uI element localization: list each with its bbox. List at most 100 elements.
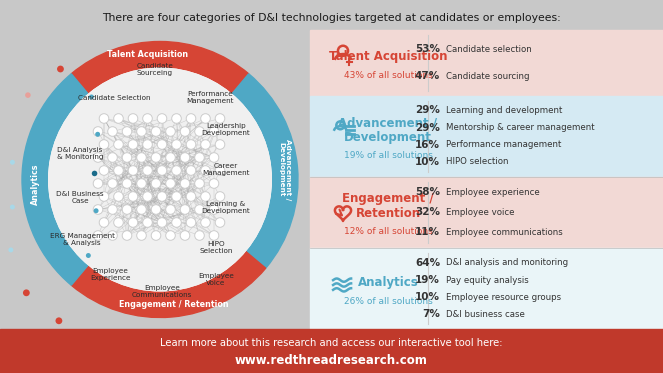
Text: 10%: 10% (415, 157, 440, 167)
Circle shape (201, 114, 210, 123)
Text: Pay equity analysis: Pay equity analysis (446, 276, 529, 285)
Circle shape (157, 140, 167, 149)
Circle shape (172, 192, 181, 201)
Text: 58%: 58% (415, 188, 440, 197)
Circle shape (186, 166, 196, 175)
Circle shape (93, 179, 103, 188)
Circle shape (166, 179, 175, 188)
Text: Talent Acquisition: Talent Acquisition (329, 50, 448, 63)
Text: 43% of all solutions: 43% of all solutions (343, 71, 432, 81)
Circle shape (93, 208, 99, 213)
Circle shape (137, 153, 147, 162)
Circle shape (180, 179, 190, 188)
Text: D&I business case: D&I business case (446, 310, 525, 319)
Text: Employee resource groups: Employee resource groups (446, 293, 561, 302)
Circle shape (157, 218, 167, 227)
Text: Analytics: Analytics (357, 276, 418, 289)
Circle shape (195, 179, 204, 188)
Circle shape (143, 218, 152, 227)
Circle shape (137, 127, 147, 136)
Circle shape (201, 166, 210, 175)
Circle shape (143, 166, 152, 175)
Circle shape (10, 160, 15, 165)
Circle shape (215, 166, 225, 175)
Circle shape (151, 179, 161, 188)
Text: Advancement /
Development: Advancement / Development (278, 139, 291, 200)
Text: Employee experience: Employee experience (446, 188, 540, 197)
Text: 32%: 32% (415, 207, 440, 217)
Circle shape (172, 114, 181, 123)
Circle shape (99, 218, 109, 227)
Circle shape (57, 66, 64, 72)
Circle shape (151, 153, 161, 162)
Text: 26% of all solutions: 26% of all solutions (343, 297, 432, 306)
Circle shape (143, 114, 152, 123)
Text: Employee
Experience: Employee Experience (90, 268, 130, 281)
Circle shape (210, 179, 219, 188)
Circle shape (143, 192, 152, 201)
Text: Candidate selection: Candidate selection (446, 45, 532, 54)
Circle shape (93, 231, 103, 240)
Circle shape (137, 179, 147, 188)
Circle shape (107, 179, 117, 188)
Bar (310, 248, 663, 329)
Text: Performance management: Performance management (446, 140, 562, 149)
Circle shape (107, 231, 117, 240)
Circle shape (180, 205, 190, 214)
Circle shape (93, 205, 103, 214)
Text: Learning &
Development: Learning & Development (202, 201, 251, 214)
Circle shape (195, 127, 204, 136)
Text: Career
Management: Career Management (202, 163, 250, 176)
Wedge shape (232, 74, 298, 268)
Bar (310, 30, 663, 96)
Text: 11%: 11% (415, 227, 440, 237)
Circle shape (99, 192, 109, 201)
Circle shape (107, 127, 117, 136)
Circle shape (172, 218, 181, 227)
Circle shape (215, 192, 225, 201)
Text: Performance
Management: Performance Management (186, 91, 234, 104)
Circle shape (201, 218, 210, 227)
Text: Advancement /
Development: Advancement / Development (339, 116, 438, 144)
Wedge shape (72, 41, 249, 94)
Circle shape (9, 247, 13, 253)
Text: 64%: 64% (415, 258, 440, 268)
Circle shape (48, 68, 272, 292)
Text: 29%: 29% (415, 105, 440, 115)
Circle shape (157, 166, 167, 175)
Circle shape (128, 166, 138, 175)
Circle shape (86, 288, 91, 294)
Text: 29%: 29% (415, 123, 440, 132)
Circle shape (113, 114, 123, 123)
Text: 53%: 53% (415, 44, 440, 54)
Circle shape (107, 153, 117, 162)
Circle shape (186, 140, 196, 149)
Circle shape (195, 153, 204, 162)
Circle shape (151, 127, 161, 136)
Circle shape (113, 192, 123, 201)
Circle shape (210, 153, 219, 162)
Circle shape (151, 231, 161, 240)
Circle shape (210, 205, 219, 214)
Circle shape (122, 127, 132, 136)
Circle shape (128, 140, 138, 149)
Text: D&I Analysis
& Monitoring: D&I Analysis & Monitoring (57, 147, 103, 160)
Text: Engagement /
Retention: Engagement / Retention (342, 192, 434, 220)
Circle shape (180, 127, 190, 136)
Circle shape (166, 205, 175, 214)
Text: HIPO
Selection: HIPO Selection (200, 241, 233, 254)
Circle shape (113, 218, 123, 227)
Circle shape (143, 140, 152, 149)
Circle shape (157, 192, 167, 201)
Circle shape (215, 218, 225, 227)
Circle shape (172, 166, 181, 175)
Circle shape (25, 93, 30, 98)
Circle shape (215, 140, 225, 149)
Text: 19%: 19% (415, 275, 440, 285)
Wedge shape (72, 251, 266, 317)
Circle shape (122, 153, 132, 162)
Circle shape (151, 205, 161, 214)
Text: 19% of all solutions: 19% of all solutions (343, 151, 432, 160)
Text: D&I analysis and monitoring: D&I analysis and monitoring (446, 258, 568, 267)
Circle shape (128, 192, 138, 201)
